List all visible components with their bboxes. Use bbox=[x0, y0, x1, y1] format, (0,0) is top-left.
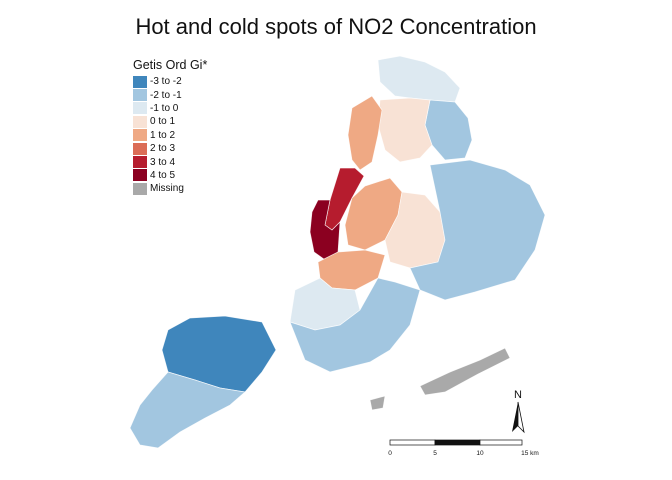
scale-tick-0: 0 bbox=[388, 450, 392, 457]
legend-item: 1 to 2 bbox=[133, 129, 207, 142]
legend-label: 0 to 1 bbox=[150, 116, 176, 128]
legend-swatch bbox=[133, 89, 147, 102]
tract-bronx-east bbox=[424, 99, 473, 161]
borough-queens bbox=[344, 159, 546, 301]
tract-bronx-north bbox=[377, 55, 461, 103]
legend-swatch bbox=[133, 156, 147, 169]
legend: Getis Ord Gi* -3 to -2 -2 to -1 -1 to 0 0 t… bbox=[133, 58, 207, 196]
map-title: Hot and cold spots of NO2 Concentration bbox=[135, 14, 537, 39]
legend-label: 1 to 2 bbox=[150, 129, 176, 141]
legend-item: Missing bbox=[133, 182, 207, 195]
legend-item: 0 to 1 bbox=[133, 115, 207, 128]
tract-bronx-west bbox=[377, 97, 433, 163]
scale-segment-0-5 bbox=[389, 439, 436, 446]
legend-title: Getis Ord Gi* bbox=[133, 58, 208, 72]
scale-tick-5: 5 bbox=[433, 450, 437, 457]
scale-tick-15km: 15 km bbox=[521, 450, 539, 457]
tract-queens-east bbox=[409, 159, 546, 301]
legend-item: 3 to 4 bbox=[133, 155, 207, 169]
scale-segment-5-10 bbox=[434, 439, 481, 446]
legend-item: -1 to 0 bbox=[133, 102, 207, 115]
legend-label: -3 to -2 bbox=[150, 76, 182, 88]
legend-label: -2 to -1 bbox=[150, 89, 182, 101]
tract-staten-north bbox=[161, 315, 277, 393]
borough-staten-island bbox=[129, 315, 277, 449]
legend-label: Missing bbox=[150, 183, 184, 195]
legend-item: 4 to 5 bbox=[133, 169, 207, 182]
borough-bronx bbox=[377, 55, 473, 163]
legend-swatch bbox=[133, 169, 147, 182]
borough-manhattan bbox=[309, 95, 383, 263]
legend-swatch bbox=[133, 142, 147, 155]
north-arrow-left-half bbox=[512, 402, 518, 432]
tract-breezy-point-missing bbox=[369, 395, 386, 411]
scale-bar: 0 5 10 15 km bbox=[388, 439, 539, 457]
legend-item: -3 to -2 bbox=[133, 75, 207, 88]
legend-label: -1 to 0 bbox=[150, 102, 179, 114]
legend-item: 2 to 3 bbox=[133, 142, 207, 155]
scale-tick-10: 10 bbox=[476, 450, 484, 457]
legend-label: 4 to 5 bbox=[150, 169, 176, 181]
north-arrow: N bbox=[512, 389, 525, 434]
legend-label: 2 to 3 bbox=[150, 143, 176, 155]
legend-swatch bbox=[133, 102, 147, 115]
tract-manhattan-upper bbox=[347, 95, 383, 171]
tract-brooklyn-south bbox=[289, 277, 421, 373]
legend-item: -2 to -1 bbox=[133, 88, 207, 102]
north-label: N bbox=[514, 389, 522, 401]
legend-swatch bbox=[133, 182, 147, 195]
legend-swatch bbox=[133, 75, 147, 88]
tract-rockaway-missing bbox=[419, 347, 511, 396]
borough-brooklyn bbox=[289, 249, 421, 373]
north-arrow-right-half bbox=[517, 401, 525, 434]
legend-swatch bbox=[133, 129, 147, 142]
legend-swatch bbox=[133, 115, 147, 128]
legend-label: 3 to 4 bbox=[150, 156, 176, 168]
missing-areas bbox=[369, 347, 511, 411]
tract-staten-south bbox=[129, 371, 246, 449]
scale-segment-10-15 bbox=[479, 439, 523, 446]
